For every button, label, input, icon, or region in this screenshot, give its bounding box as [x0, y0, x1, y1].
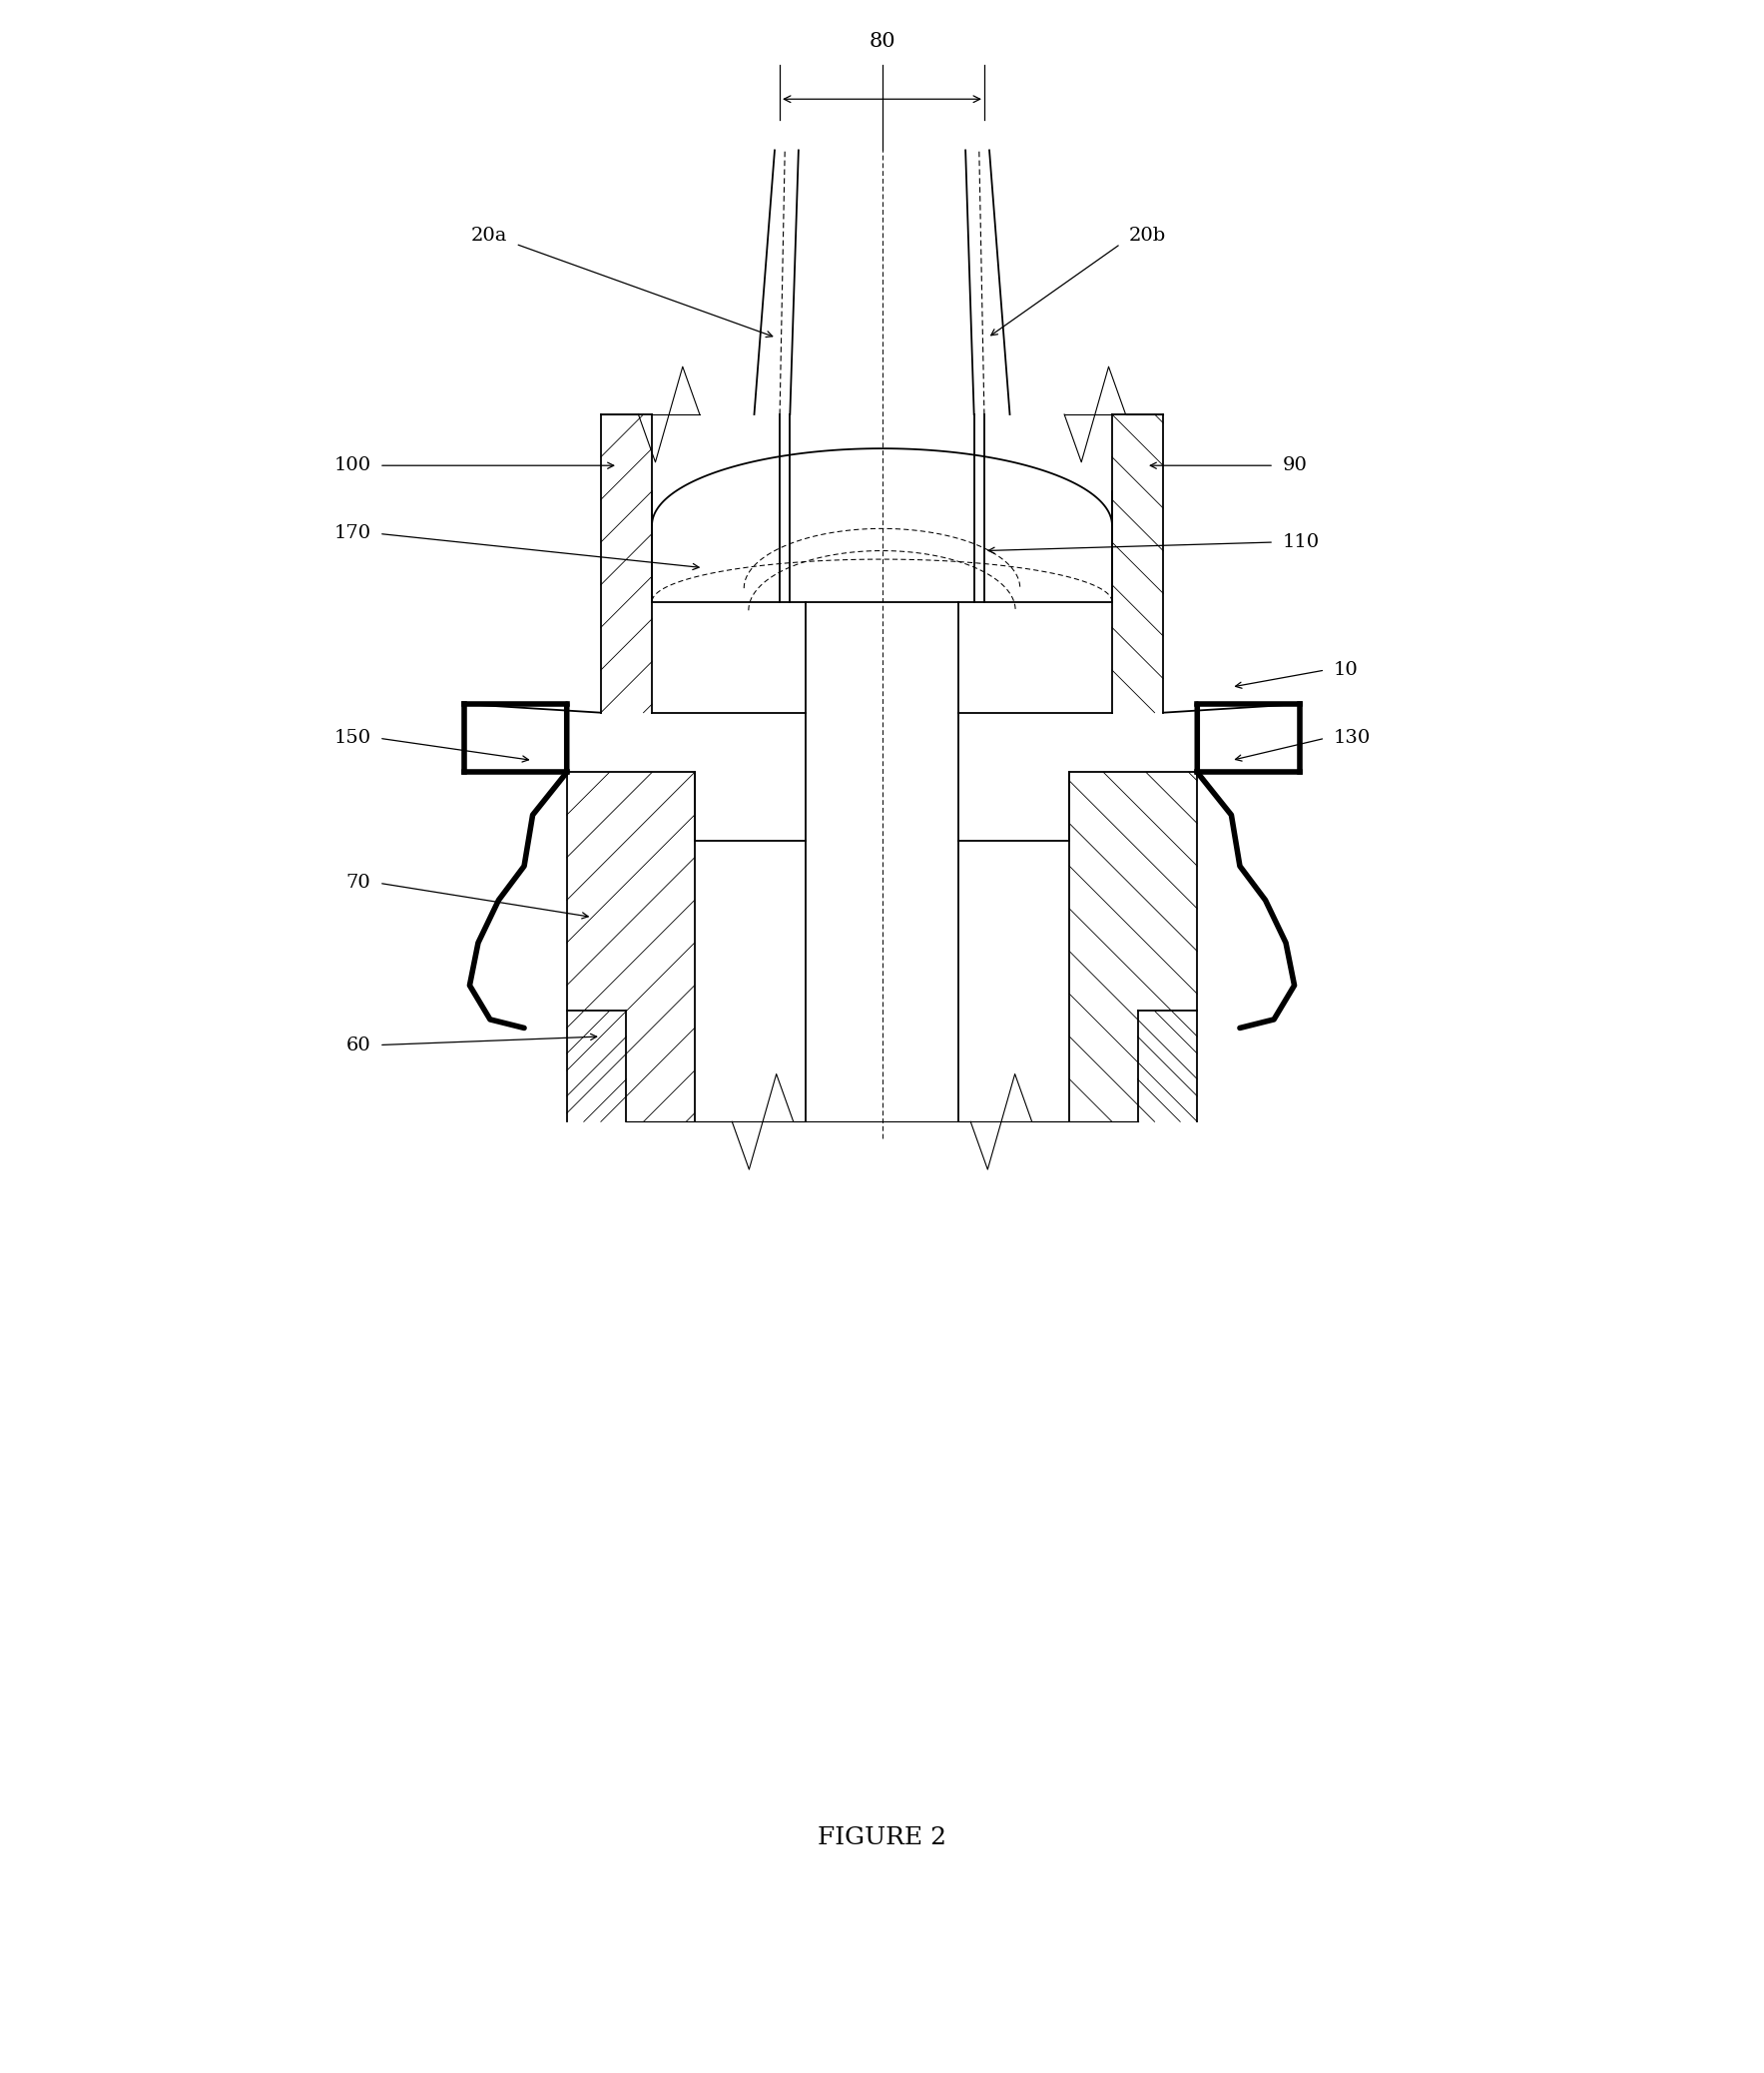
Text: 10: 10 [1334, 661, 1358, 680]
Text: 100: 100 [333, 456, 370, 475]
Text: 110: 110 [1282, 533, 1319, 551]
Text: 70: 70 [346, 875, 370, 891]
Text: 80: 80 [868, 33, 896, 52]
Text: FIGURE 2: FIGURE 2 [817, 1826, 947, 1849]
Text: 170: 170 [333, 524, 370, 543]
Text: 150: 150 [333, 730, 370, 746]
Text: 130: 130 [1334, 730, 1371, 746]
Text: 60: 60 [346, 1036, 370, 1053]
Text: 20b: 20b [1129, 226, 1166, 245]
Text: 20a: 20a [471, 226, 506, 245]
Text: 90: 90 [1282, 456, 1307, 475]
